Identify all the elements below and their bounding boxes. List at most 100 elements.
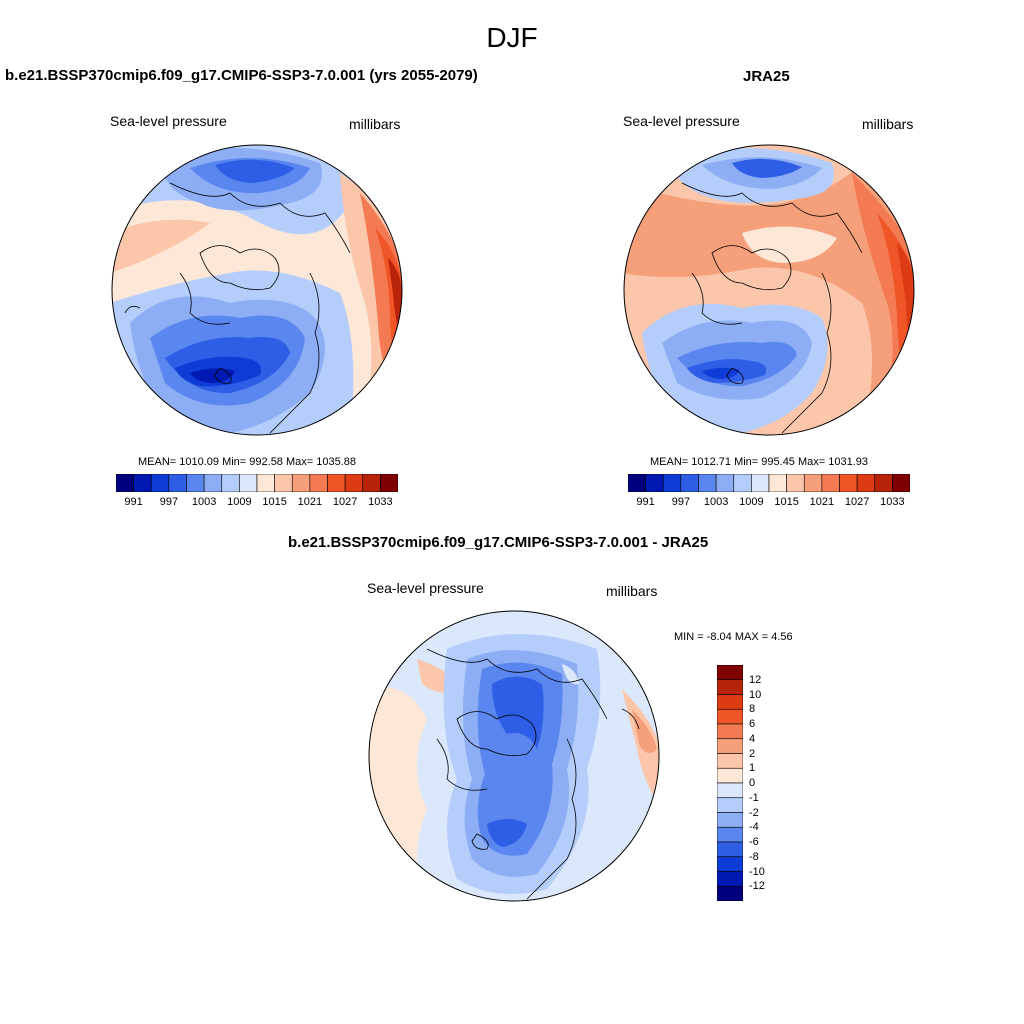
colorbar-swatch <box>168 474 187 492</box>
colorbar-swatch <box>680 474 699 492</box>
colorbar-swatch <box>717 782 743 799</box>
colorbar-swatch <box>733 474 752 492</box>
colorbar-swatch <box>803 474 823 492</box>
diff-colorbar-label: -2 <box>749 806 759 819</box>
colorbar-swatch <box>133 474 152 492</box>
colorbar-swatch <box>717 885 743 901</box>
colorbar-swatch <box>662 474 682 492</box>
colorbar-swatch <box>698 474 717 492</box>
model-colorbar-tick: 991 <box>124 496 143 508</box>
diff-colorbar-label: 1 <box>749 762 756 775</box>
colorbar-swatch <box>150 474 170 492</box>
diff-colorbar-label: 10 <box>749 688 762 701</box>
obs-colorbar-tick: 1015 <box>774 496 799 508</box>
obs-colorbar-tick: 1003 <box>703 496 729 508</box>
colorbar-swatch <box>717 767 743 784</box>
diff-units-label: millibars <box>606 583 658 599</box>
model-colorbar-tick: 1033 <box>368 496 393 508</box>
diff-colorbar-label: -4 <box>749 821 759 834</box>
colorbar-swatch <box>717 738 743 754</box>
colorbar-swatch <box>717 708 743 725</box>
diff-colorbar-label: 12 <box>749 673 762 686</box>
colorbar-swatch <box>717 826 743 843</box>
colorbar-swatch <box>645 474 664 492</box>
diff-variable-label: Sea-level pressure <box>367 580 484 596</box>
colorbar-swatch <box>203 474 223 492</box>
model-colorbar-ticks: 991 997 1003 1009 1015 1021 1027 1033 <box>116 496 398 510</box>
model-colorbar-tick: 1009 <box>227 496 252 508</box>
figure-title: DJF <box>486 22 538 53</box>
colorbar-swatch <box>717 871 743 887</box>
diff-colorbar-label: 0 <box>749 777 756 789</box>
obs-colorbar-tick: 1009 <box>739 496 764 508</box>
diff-colorbar-label: 4 <box>749 732 756 745</box>
obs-polar-map <box>623 144 915 436</box>
colorbar-swatch <box>221 474 240 492</box>
obs-colorbar-tick: 1027 <box>844 496 870 508</box>
diff-colorbar-label: -6 <box>749 836 759 848</box>
colorbar-swatch <box>839 474 858 492</box>
colorbar-swatch <box>116 474 134 492</box>
diff-colorbar <box>717 665 743 901</box>
obs-variable-label: Sea-level pressure <box>623 113 740 129</box>
colorbar-swatch <box>717 665 743 681</box>
model-colorbar-tick: 1027 <box>332 496 358 508</box>
colorbar-swatch <box>274 474 293 492</box>
obs-colorbar-tick: 1021 <box>809 496 835 508</box>
obs-units-label: millibars <box>862 116 914 132</box>
model-colorbar-tick: 1003 <box>191 496 217 508</box>
colorbar-swatch <box>628 474 646 492</box>
diff-colorbar-label: -8 <box>749 850 759 863</box>
colorbar-swatch <box>768 474 787 492</box>
obs-panel-title: JRA25 <box>743 68 790 85</box>
colorbar-swatch <box>821 474 840 492</box>
colorbar-swatch <box>715 474 735 492</box>
colorbar-swatch <box>717 753 743 769</box>
colorbar-swatch <box>344 474 364 492</box>
colorbar-swatch <box>717 723 743 740</box>
colorbar-swatch <box>362 474 381 492</box>
diff-stats: MIN = -8.04 MAX = 4.56 <box>674 631 793 643</box>
diff-polar-map <box>368 610 660 902</box>
diff-colorbar-label: -12 <box>749 880 765 893</box>
colorbar-swatch <box>186 474 205 492</box>
diff-colorbar-label: -1 <box>749 791 759 804</box>
colorbar-swatch <box>309 474 328 492</box>
colorbar-swatch <box>717 797 743 813</box>
colorbar-swatch <box>786 474 805 492</box>
colorbar-swatch <box>327 474 346 492</box>
diff-panel-title: b.e21.BSSP370cmip6.f09_g17.CMIP6-SSP3-7.… <box>288 534 709 551</box>
colorbar-swatch <box>856 474 876 492</box>
colorbar-swatch <box>717 679 743 695</box>
obs-colorbar-tick: 991 <box>636 496 655 508</box>
model-colorbar-tick: 1021 <box>297 496 323 508</box>
model-colorbar-tick: 1015 <box>262 496 287 508</box>
diff-colorbar-label: 6 <box>749 718 756 730</box>
obs-stats: MEAN= 1012.71 Min= 995.45 Max= 1031.93 <box>650 456 869 468</box>
colorbar-swatch <box>717 694 743 710</box>
obs-colorbar-ticks: 991 997 1003 1009 1015 1021 1027 1033 <box>628 496 910 510</box>
diff-colorbar-label: 2 <box>749 747 756 760</box>
colorbar-swatch <box>751 474 770 492</box>
colorbar-swatch <box>717 841 743 858</box>
diff-colorbar-label: -10 <box>749 865 765 878</box>
colorbar-swatch <box>380 474 398 492</box>
diff-colorbar-labels: 12 10 8 6 4 2 1 0 -1 -2 -4 -6 -8 -10 -12 <box>749 665 789 901</box>
colorbar-swatch <box>717 856 743 872</box>
diff-colorbar-label: 8 <box>749 703 756 716</box>
model-panel-title: b.e21.BSSP370cmip6.f09_g17.CMIP6-SSP3-7.… <box>5 67 478 84</box>
obs-colorbar <box>628 474 910 492</box>
colorbar-swatch <box>892 474 910 492</box>
model-colorbar-tick: 997 <box>159 496 179 508</box>
colorbar-swatch <box>874 474 893 492</box>
model-polar-map <box>111 144 403 436</box>
obs-colorbar-tick: 997 <box>671 496 691 508</box>
colorbar-swatch <box>717 812 743 828</box>
colorbar-swatch <box>256 474 275 492</box>
model-colorbar <box>116 474 398 492</box>
model-variable-label: Sea-level pressure <box>110 113 227 129</box>
model-stats: MEAN= 1010.09 Min= 992.58 Max= 1035.88 <box>138 456 357 468</box>
model-units-label: millibars <box>349 116 401 132</box>
colorbar-swatch <box>291 474 311 492</box>
obs-colorbar-tick: 1033 <box>880 496 905 508</box>
